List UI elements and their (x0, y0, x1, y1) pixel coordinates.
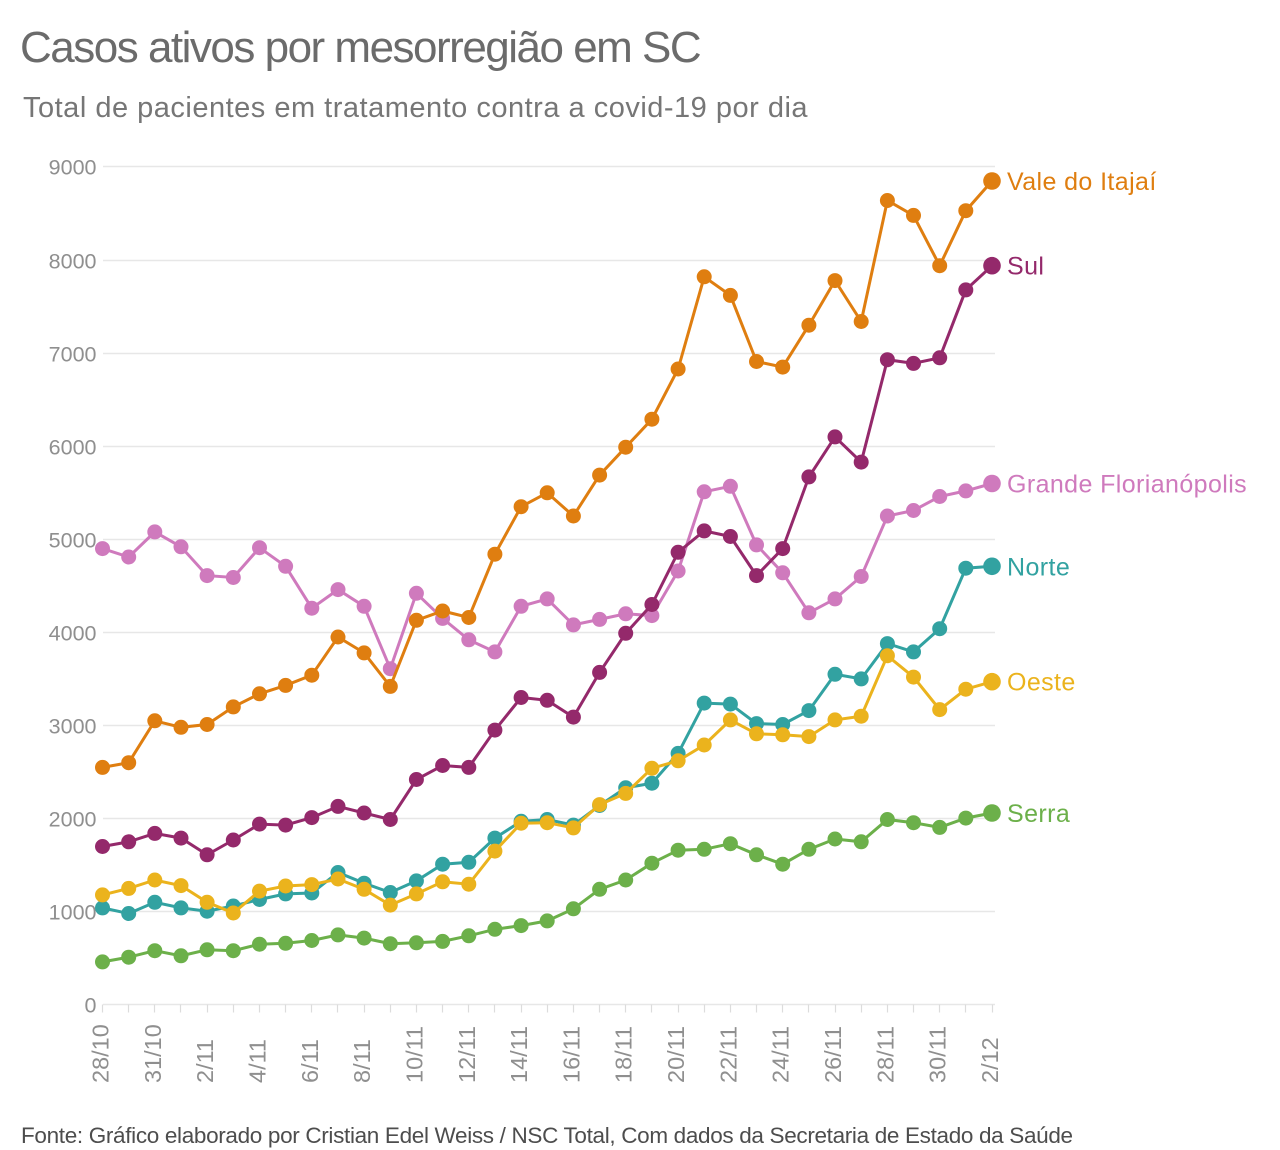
svg-text:Serra: Serra (1007, 800, 1070, 828)
svg-text:14/11: 14/11 (506, 1026, 532, 1083)
svg-text:12/11: 12/11 (454, 1026, 480, 1083)
svg-text:16/11: 16/11 (558, 1026, 584, 1083)
svg-text:Norte: Norte (1007, 553, 1070, 581)
svg-text:Grande Florianópolis: Grande Florianópolis (1007, 471, 1247, 499)
svg-text:Vale do Itajaí: Vale do Itajaí (1007, 168, 1157, 196)
svg-text:10/11: 10/11 (401, 1026, 427, 1083)
svg-text:4/11: 4/11 (245, 1039, 271, 1083)
svg-text:31/10: 31/10 (140, 1024, 166, 1083)
svg-text:2/12: 2/12 (977, 1037, 1003, 1083)
svg-text:20/11: 20/11 (663, 1026, 689, 1083)
svg-text:9000: 9000 (49, 156, 97, 180)
svg-text:18/11: 18/11 (611, 1026, 637, 1083)
svg-text:24/11: 24/11 (768, 1026, 794, 1083)
svg-text:6/11: 6/11 (297, 1039, 323, 1083)
svg-text:28/10: 28/10 (88, 1024, 114, 1083)
svg-text:26/11: 26/11 (820, 1026, 846, 1083)
svg-text:28/11: 28/11 (872, 1026, 898, 1083)
svg-text:6000: 6000 (49, 436, 97, 460)
svg-text:5000: 5000 (49, 529, 97, 553)
svg-text:3000: 3000 (49, 715, 97, 739)
svg-text:8000: 8000 (49, 250, 97, 274)
svg-text:7000: 7000 (49, 343, 97, 367)
svg-text:0: 0 (85, 994, 97, 1018)
svg-text:8/11: 8/11 (349, 1039, 375, 1083)
svg-text:4000: 4000 (49, 622, 97, 646)
svg-text:Sul: Sul (1007, 253, 1044, 281)
svg-text:Oeste: Oeste (1007, 669, 1076, 697)
svg-text:22/11: 22/11 (715, 1026, 741, 1083)
svg-text:2/11: 2/11 (192, 1039, 218, 1083)
svg-text:30/11: 30/11 (925, 1026, 951, 1083)
svg-text:1000: 1000 (49, 901, 97, 925)
svg-text:2000: 2000 (49, 808, 97, 832)
